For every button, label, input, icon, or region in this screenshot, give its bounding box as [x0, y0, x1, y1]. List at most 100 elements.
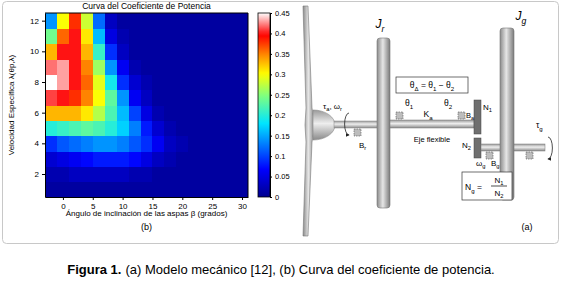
heatmap-cell — [117, 90, 130, 106]
y-tick-mark — [42, 82, 45, 83]
panel-label: (b) — [141, 222, 152, 232]
heatmap-cell — [152, 28, 165, 44]
diagram-label-part: 1 — [410, 103, 414, 110]
colorbar-tick-mark — [270, 54, 272, 55]
colorbar-tick: 0.2 — [270, 111, 285, 120]
heatmap-cell — [176, 74, 189, 90]
y-tick-label: 4 — [35, 139, 40, 148]
diagram-label-part: r — [340, 106, 342, 112]
heatmap-cell — [200, 105, 213, 121]
heatmap-cell — [224, 28, 237, 44]
heatmap-cell — [105, 13, 118, 29]
colorbar-tick: 0.4 — [270, 29, 285, 38]
heatmap-cell — [81, 151, 94, 167]
heatmap-cell — [236, 120, 248, 136]
heatmap-cell — [57, 90, 70, 106]
diagram-label-part: (a) — [522, 222, 533, 232]
heatmap-cell — [224, 74, 237, 90]
heatmap-cell — [164, 120, 177, 136]
x-axis-line — [46, 197, 249, 198]
heatmap-cell — [176, 166, 189, 182]
heatmap-cell — [57, 151, 70, 167]
heatmap-cell — [117, 105, 130, 121]
heatmap-cell — [188, 90, 201, 106]
heatmap-cell — [224, 166, 237, 182]
heatmap-cell — [69, 105, 82, 121]
heatmap-cell — [105, 90, 118, 106]
heatmap-cell — [152, 59, 165, 75]
heatmap-cell — [212, 182, 225, 197]
figure: 05101520253024681012Curva del Coeficient… — [0, 0, 562, 294]
diagram-label: N1 — [483, 103, 492, 113]
heatmap-cell — [129, 90, 142, 106]
heatmap-cell — [81, 74, 94, 90]
heatmap-cell — [69, 166, 82, 182]
heatmap-cell — [141, 151, 154, 167]
diagram-label: τg — [536, 120, 543, 132]
equation-box — [396, 77, 468, 93]
equation-part: = — [475, 182, 482, 192]
figure-svg: 05101520253024681012Curva del Coeficient… — [0, 0, 562, 294]
heatmap-cell — [93, 151, 106, 167]
torque-arrow — [548, 137, 552, 159]
heatmap-cell — [188, 166, 201, 182]
heatmap-cell — [69, 90, 82, 106]
heatmap-cell — [236, 74, 248, 90]
x-tick-mark — [212, 197, 213, 200]
heatmap-cell — [236, 90, 248, 106]
heatmap-cell — [93, 120, 106, 136]
heatmap-cell — [57, 105, 70, 121]
heatmap-cell — [141, 105, 154, 121]
heatmap-cell — [188, 28, 201, 44]
y-tick-mark — [42, 51, 45, 52]
y-tick-mark — [42, 174, 45, 175]
diagram-label: Jr — [375, 17, 386, 34]
heatmap-cell — [117, 120, 130, 136]
heatmap-cell — [57, 74, 70, 90]
heatmap-cell — [57, 13, 70, 29]
heatmap-cell — [164, 74, 177, 90]
heatmap-cell — [81, 166, 94, 182]
heatmap-cell — [212, 74, 225, 90]
heatmap-cell — [164, 166, 177, 182]
heatmap-cell — [93, 182, 106, 197]
heatmap-cell — [164, 136, 177, 152]
diagram-label-part: r — [382, 24, 386, 34]
diagram-label-part: 1 — [489, 107, 492, 113]
heatmap-cell — [200, 28, 213, 44]
colorbar-tick-label: 0.35 — [275, 50, 290, 59]
diagram-label-part: g — [522, 16, 527, 26]
heatmap-cell — [200, 74, 213, 90]
heatmap-cell — [129, 74, 142, 90]
heatmap-cell — [69, 182, 82, 197]
y-tick: 12 — [30, 17, 45, 26]
heatmap-cell — [117, 182, 130, 197]
heatmap-cell — [93, 105, 106, 121]
diagram-label: N2 — [462, 141, 471, 151]
heatmap-cell — [152, 90, 165, 106]
heatmap-cell — [129, 182, 142, 197]
caption: Figura 1.(a) Modelo mecánico [12], (b) C… — [67, 262, 494, 277]
heatmap-cell — [105, 28, 118, 44]
gear-n2 — [474, 138, 481, 158]
diagram-label-part: 2 — [449, 103, 453, 110]
heatmap-cell — [176, 136, 189, 152]
x-tick-mark — [182, 197, 183, 200]
heatmap-cell — [117, 13, 130, 29]
heatmap-cell — [117, 59, 130, 75]
equation-part: 2 — [451, 85, 455, 92]
heatmap-cell — [152, 151, 165, 167]
heatmap-cell — [141, 90, 154, 106]
heatmap-cell — [152, 120, 165, 136]
heatmap-cell — [176, 105, 189, 121]
heatmap-cell — [105, 151, 118, 167]
heatmap-cell — [200, 90, 213, 106]
heatmap-cell — [45, 136, 58, 152]
heatmap-cell — [93, 13, 106, 29]
diagram-label: τa, ωr — [323, 102, 342, 112]
heatmap-cell — [200, 182, 213, 197]
heatmap-cell — [57, 120, 70, 136]
heatmap-cell — [152, 182, 165, 197]
heatmap-cell — [45, 151, 58, 167]
heatmap-cell — [93, 136, 106, 152]
